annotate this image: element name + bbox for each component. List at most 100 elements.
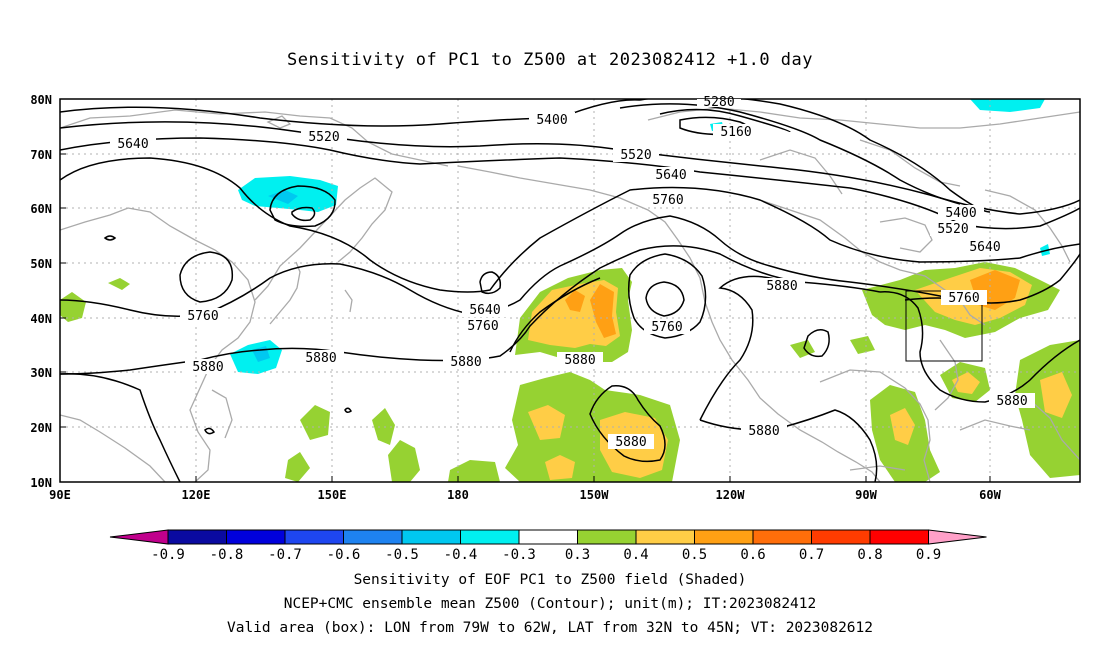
colorbar-segment <box>343 529 403 545</box>
colorbar-label: -0.9 <box>151 547 185 563</box>
contour-label: 5280 <box>697 95 741 110</box>
contour-label-text: 5640 <box>117 137 148 152</box>
contour-label-text: 5880 <box>996 394 1027 409</box>
contour-label: 5640 <box>648 167 694 183</box>
colorbar-segment <box>167 529 227 545</box>
colorbar-segment <box>577 529 637 545</box>
contour-label-text: 5760 <box>467 319 498 334</box>
positive-core-bermuda <box>952 372 980 394</box>
contour-label-text: 5760 <box>651 320 682 335</box>
contour-label-text: 5640 <box>969 240 1000 255</box>
positive-region-wpac-5 <box>285 452 310 482</box>
colorbar-segment <box>694 529 754 545</box>
colorbar-label: -0.5 <box>385 547 419 563</box>
contour-label-text: 5640 <box>655 168 686 183</box>
colorbar-label: 0.5 <box>682 547 707 563</box>
contour-label: 5640 <box>962 239 1008 255</box>
lon-label: 90E <box>49 488 71 502</box>
contour-label-text: 5400 <box>536 113 567 128</box>
contour-label: 5640 <box>110 136 156 152</box>
contour-label-text: 5880 <box>305 351 336 366</box>
contour-label: 5760 <box>644 319 690 335</box>
colorbar-label: 0.3 <box>565 547 590 563</box>
negative-region-arctic <box>970 99 1045 112</box>
contour-label-extra: 5880 <box>989 393 1035 409</box>
positive-region-wpac-4 <box>448 460 500 482</box>
contour-label: 5760 <box>941 290 987 306</box>
positive-region-wpac-3 <box>388 440 420 482</box>
tick-marks <box>60 98 991 482</box>
colorbar-segment <box>518 529 578 545</box>
lon-axis-labels: 90E 120E 150E 180 150W 120W 90W 60W <box>49 488 1001 502</box>
contour-label-text: 5880 <box>564 353 595 368</box>
contour-label-text: 5640 <box>469 303 500 318</box>
contour-label-text: 5400 <box>945 206 976 221</box>
colorbar-label: -0.6 <box>327 547 361 563</box>
colorbar-label: -0.4 <box>444 547 478 563</box>
contour-label: 5400 <box>938 205 984 221</box>
colorbar-arrow-low <box>109 529 169 545</box>
contour-label: 5520 <box>930 221 976 237</box>
lat-label: 50N <box>30 257 52 271</box>
contour-label: 5880 <box>557 352 603 368</box>
contour-label: 5640 <box>462 302 508 318</box>
colorbar-segment <box>869 529 929 545</box>
contour-label: 5520 <box>301 129 347 145</box>
contour-label-text: 5880 <box>450 355 481 370</box>
contour-label: 5160 <box>713 124 759 140</box>
colorbar-arrow-high <box>928 529 987 545</box>
contour-label: 5880 <box>185 359 231 375</box>
positive-region-asia-2 <box>108 278 130 290</box>
colorbar-segment <box>460 529 520 545</box>
colorbar-label: 0.6 <box>740 547 765 563</box>
colorbar-segment <box>284 529 344 545</box>
positive-peak-pacific <box>590 284 616 338</box>
lon-label: 150W <box>580 488 610 502</box>
positive-core-atlantic <box>1040 372 1072 418</box>
contour-label: 5760 <box>645 192 691 208</box>
colorbar-label: -0.7 <box>268 547 302 563</box>
colorbar-segment <box>635 529 695 545</box>
lat-label: 40N <box>30 312 52 326</box>
colorbar-label: -0.8 <box>210 547 244 563</box>
contour-label-text: 5760 <box>187 309 218 324</box>
footer-line-3: Valid area (box): LON from 79W to 62W, L… <box>226 620 873 636</box>
lon-label: 120W <box>716 488 746 502</box>
contour-label-text: 5880 <box>615 435 646 450</box>
coastlines <box>60 107 1080 482</box>
lon-label: 150E <box>318 488 347 502</box>
lon-label: 120E <box>182 488 211 502</box>
colorbar-segment <box>811 529 871 545</box>
contour-label: 5880 <box>443 354 489 370</box>
colorbar-segment <box>752 529 812 545</box>
lat-label: 10N <box>30 476 52 490</box>
lat-axis-labels: 80N 70N 60N 50N 40N 30N 20N 10N <box>30 93 52 490</box>
contour-label-text: 5280 <box>703 95 734 110</box>
positive-region-wpac-2 <box>372 408 395 445</box>
colorbar-label: 0.9 <box>916 547 941 563</box>
positive-core-tropics-2 <box>528 405 565 440</box>
contour-label: 5400 <box>529 112 575 128</box>
plot-border <box>59 98 1081 483</box>
footer-line-1: Sensitivity of EOF PC1 to Z500 field (Sh… <box>353 572 747 588</box>
contour-label: 5880 <box>608 434 654 450</box>
negative-core-kamchatka <box>268 190 298 204</box>
lon-label: 90W <box>855 488 877 502</box>
contour-label: 5760 <box>460 318 506 334</box>
footer-line-2: NCEP+CMC ensemble mean Z500 (Contour); u… <box>283 596 817 612</box>
contour-label: 5760 <box>180 308 226 324</box>
colorbar-segment <box>401 529 461 545</box>
contour-label: 5880 <box>759 278 805 294</box>
colorbar-label: 0.8 <box>857 547 882 563</box>
contour-label-group: 5160 5280 5400 5400 5520 5520 5520 5640 … <box>110 95 1008 450</box>
colorbar-label: 0.7 <box>799 547 824 563</box>
positive-region-wpac-1 <box>300 405 330 440</box>
positive-peak-pacific-2 <box>565 290 585 312</box>
colorbar-label: 0.4 <box>623 547 648 563</box>
contour-label-text: 5880 <box>748 424 779 439</box>
contour-label: 5520 <box>613 147 659 163</box>
contour-label-text: 5520 <box>620 148 651 163</box>
contour-label-text: 5160 <box>720 125 751 140</box>
colorbar: -0.9 -0.8 -0.7 -0.6 -0.5 -0.4 -0.3 0.3 0.4 0.5 0.6… <box>109 529 987 563</box>
